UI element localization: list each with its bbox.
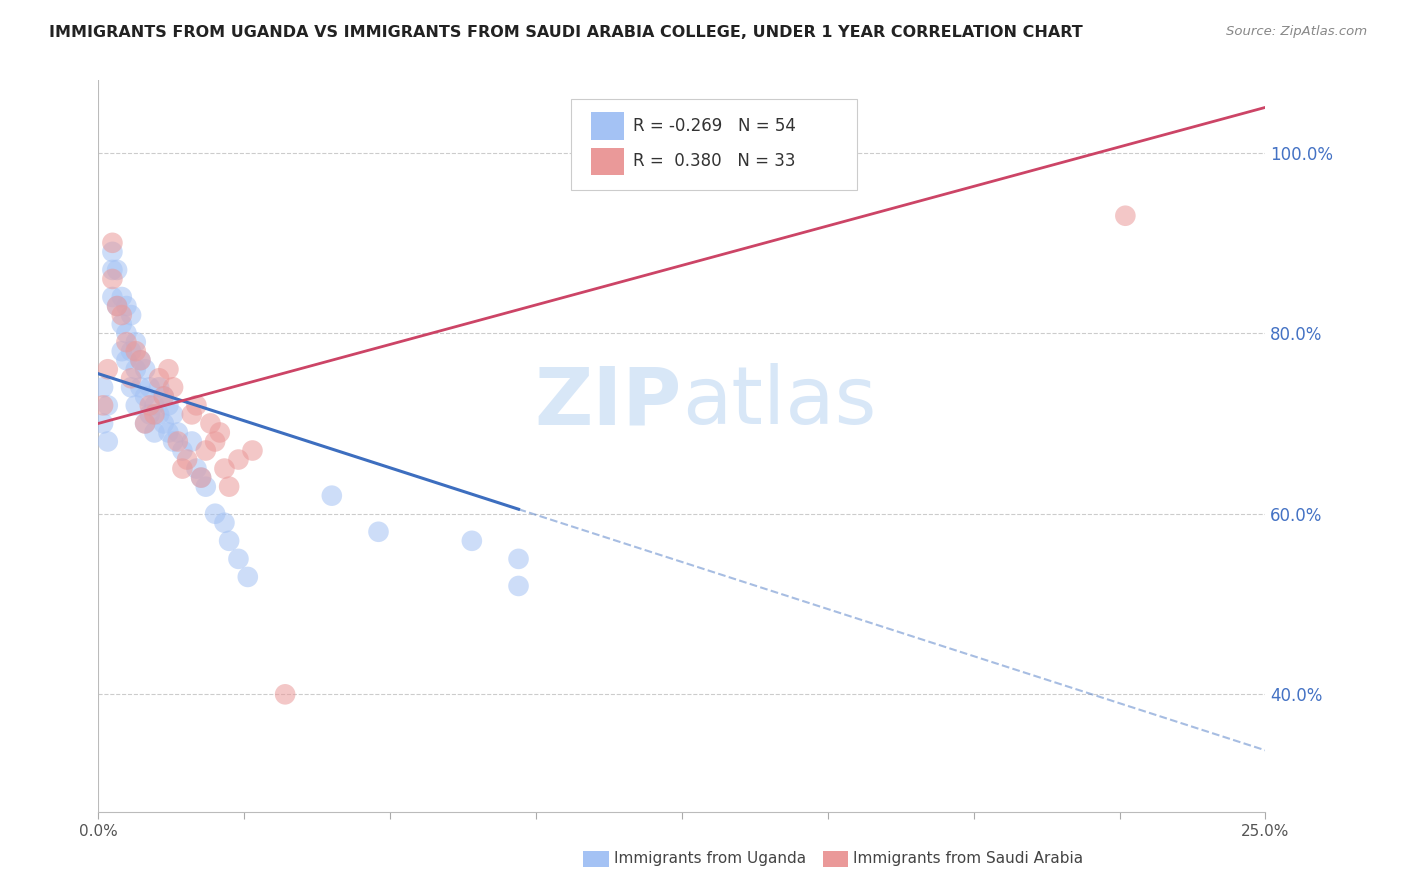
Point: [91, 380, 114, 394]
Point: [172, 443, 194, 458]
Point: [148, 380, 170, 394]
Point: [176, 452, 198, 467]
Point: [101, 263, 124, 277]
Point: [115, 335, 138, 350]
Point: [162, 434, 184, 449]
Text: IMMIGRANTS FROM UGANDA VS IMMIGRANTS FROM SAUDI ARABIA COLLEGE, UNDER 1 YEAR COR: IMMIGRANTS FROM UGANDA VS IMMIGRANTS FRO…: [49, 25, 1083, 40]
Text: atlas: atlas: [682, 363, 876, 442]
Point: [152, 389, 174, 403]
Point: [115, 326, 138, 340]
Point: [134, 389, 156, 403]
Point: [1114, 209, 1136, 223]
Text: R = -0.269   N = 54: R = -0.269 N = 54: [633, 118, 796, 136]
Point: [218, 480, 240, 494]
Point: [120, 344, 142, 359]
Point: [236, 570, 259, 584]
Point: [172, 461, 194, 475]
FancyBboxPatch shape: [571, 99, 856, 190]
Point: [111, 344, 134, 359]
Bar: [591, 112, 623, 140]
Point: [105, 263, 128, 277]
Point: [111, 290, 134, 304]
Point: [157, 398, 180, 412]
Point: [157, 362, 180, 376]
Point: [186, 398, 208, 412]
Point: [152, 389, 174, 403]
Point: [218, 533, 240, 548]
Point: [180, 434, 202, 449]
Point: [101, 235, 124, 250]
Point: [166, 434, 188, 449]
Point: [97, 398, 120, 412]
Point: [115, 299, 138, 313]
Point: [214, 516, 236, 530]
Point: [139, 408, 162, 422]
Point: [125, 335, 148, 350]
Point: [148, 371, 170, 385]
Point: [101, 244, 124, 259]
Point: [101, 290, 124, 304]
Point: [129, 380, 152, 394]
Point: [143, 425, 166, 440]
Point: [134, 417, 156, 431]
Point: [134, 362, 156, 376]
Point: [97, 434, 120, 449]
Point: [111, 308, 134, 322]
Text: ZIP: ZIP: [534, 363, 682, 442]
Point: [321, 489, 343, 503]
Point: [228, 552, 250, 566]
Point: [139, 380, 162, 394]
Text: Immigrants from Uganda: Immigrants from Uganda: [614, 852, 807, 866]
Point: [129, 353, 152, 368]
Point: [125, 398, 148, 412]
Point: [120, 371, 142, 385]
Point: [134, 417, 156, 431]
Point: [125, 362, 148, 376]
Point: [120, 308, 142, 322]
Point: [200, 417, 222, 431]
Point: [367, 524, 389, 539]
Point: [166, 425, 188, 440]
Point: [125, 344, 148, 359]
Point: [162, 408, 184, 422]
Point: [186, 461, 208, 475]
Point: [120, 380, 142, 394]
Point: [274, 687, 297, 701]
Point: [204, 434, 226, 449]
Point: [111, 317, 134, 331]
Text: Immigrants from Saudi Arabia: Immigrants from Saudi Arabia: [853, 852, 1084, 866]
Point: [101, 272, 124, 286]
Point: [105, 299, 128, 313]
Point: [143, 398, 166, 412]
Point: [157, 425, 180, 440]
Point: [190, 470, 212, 484]
Point: [97, 362, 120, 376]
Text: R =  0.380   N = 33: R = 0.380 N = 33: [633, 153, 796, 170]
Point: [242, 443, 264, 458]
Point: [508, 552, 530, 566]
Point: [180, 408, 202, 422]
Point: [152, 417, 174, 431]
Point: [208, 425, 231, 440]
Text: Source: ZipAtlas.com: Source: ZipAtlas.com: [1226, 25, 1367, 38]
Point: [115, 353, 138, 368]
Point: [143, 408, 166, 422]
Point: [204, 507, 226, 521]
Point: [91, 398, 114, 412]
Point: [190, 470, 212, 484]
Point: [139, 398, 162, 412]
Point: [91, 417, 114, 431]
Bar: [591, 147, 623, 176]
Point: [214, 461, 236, 475]
Point: [508, 579, 530, 593]
Point: [194, 443, 217, 458]
Point: [194, 480, 217, 494]
Point: [148, 408, 170, 422]
Point: [228, 452, 250, 467]
Point: [129, 353, 152, 368]
Point: [461, 533, 484, 548]
Point: [162, 380, 184, 394]
Point: [105, 299, 128, 313]
